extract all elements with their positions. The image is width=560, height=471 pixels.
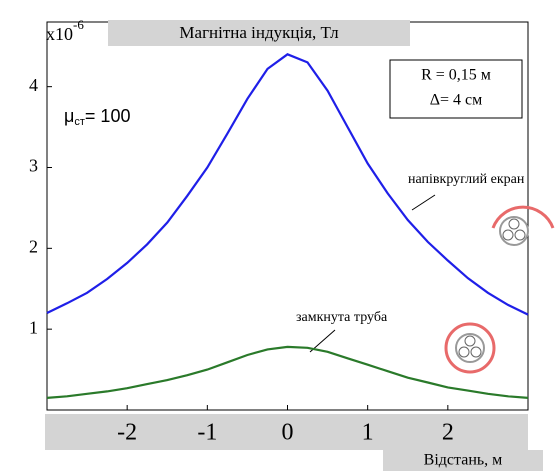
y-tick-label: 3 [29, 156, 38, 176]
mu-symbol: μ [64, 106, 74, 126]
multiplier-base: x10 [46, 24, 73, 44]
curve-label: напівкруглий екран [408, 172, 525, 187]
mu-label: μст= 100 [64, 106, 130, 128]
y-tick-label: 2 [29, 236, 38, 256]
mu-subscript: ст [74, 116, 85, 128]
param: Δ= 4 см [430, 92, 483, 109]
mu-value: = 100 [85, 106, 131, 126]
x-tick-label: -1 [197, 420, 217, 446]
x-tick-label: -2 [117, 420, 137, 446]
x-tick-label: 2 [442, 420, 454, 446]
x-axis-label: Відстань, м [424, 452, 503, 469]
multiplier-exp: -6 [73, 17, 84, 32]
param: R = 0,15 м [421, 67, 491, 84]
x-tick-label: 1 [362, 420, 374, 446]
x-tick-label: 0 [282, 420, 294, 446]
y-tick-label: 1 [29, 317, 38, 337]
chart: Магнітна індукція, Тл x10-6 R = 0,15 м Δ… [0, 0, 560, 471]
chart-title: Магнітна індукція, Тл [179, 23, 339, 42]
y-tick-label: 4 [29, 75, 38, 95]
curve-label: замкнута труба [296, 310, 388, 325]
